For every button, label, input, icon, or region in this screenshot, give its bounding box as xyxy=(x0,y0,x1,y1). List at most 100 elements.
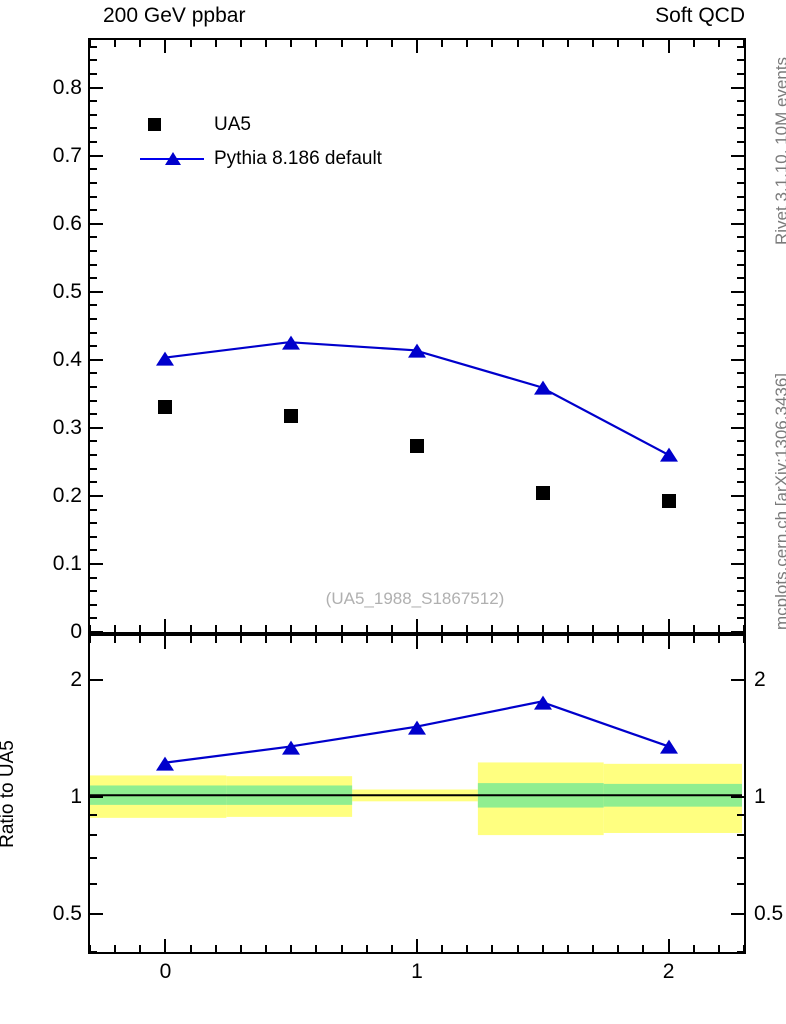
axis-tick xyxy=(265,625,268,632)
axis-tick xyxy=(90,426,103,429)
axis-tick xyxy=(737,331,744,334)
axis-tick xyxy=(737,181,744,184)
axis-tick xyxy=(214,945,217,952)
axis-tick xyxy=(90,913,103,916)
axis-tick xyxy=(731,358,744,361)
main-ytick-0: 0 xyxy=(70,620,82,643)
pythia-line xyxy=(163,341,668,455)
xtick-2: 2 xyxy=(662,960,675,983)
axis-tick xyxy=(737,508,744,511)
axis-tick xyxy=(743,40,745,47)
axis-tick xyxy=(737,951,744,953)
axis-tick xyxy=(717,636,720,643)
axis-tick xyxy=(239,625,242,632)
axis-tick xyxy=(90,154,103,157)
ua5-data-point xyxy=(410,438,424,453)
axis-tick xyxy=(189,40,192,47)
axis-tick xyxy=(737,440,744,443)
axis-tick xyxy=(731,494,744,497)
axis-tick xyxy=(214,40,217,47)
axis-tick xyxy=(737,168,744,171)
axis-tick xyxy=(90,45,97,48)
axis-tick xyxy=(466,625,469,632)
axis-tick xyxy=(90,358,103,361)
axis-tick xyxy=(717,40,720,47)
axis-tick xyxy=(189,636,192,643)
axis-tick xyxy=(90,535,97,538)
axis-tick xyxy=(592,40,595,47)
axis-tick xyxy=(592,636,595,643)
axis-tick xyxy=(617,636,620,643)
axis-tick xyxy=(416,636,418,649)
main-ytick-0.4: 0.4 xyxy=(52,347,82,371)
axis-tick xyxy=(441,945,444,952)
axis-tick xyxy=(139,625,142,632)
main-plot-area xyxy=(90,40,744,632)
axis-tick xyxy=(90,508,97,511)
axis-tick xyxy=(737,304,744,307)
ua5-data-point xyxy=(284,409,299,424)
axis-tick xyxy=(441,636,444,643)
axis-tick xyxy=(566,40,569,47)
axis-tick xyxy=(737,399,744,402)
axis-tick xyxy=(90,679,103,682)
axis-tick xyxy=(114,636,117,643)
axis-tick xyxy=(90,386,97,389)
axis-tick xyxy=(90,603,97,606)
axis-tick xyxy=(566,636,569,643)
axis-tick xyxy=(365,40,368,47)
axis-tick xyxy=(164,40,167,53)
axis-tick xyxy=(617,625,620,632)
ratio-data-point xyxy=(659,739,678,754)
axis-tick xyxy=(90,549,97,552)
axis-tick xyxy=(90,304,97,307)
axis-tick xyxy=(315,625,318,632)
axis-tick xyxy=(90,467,97,470)
axis-tick xyxy=(90,814,97,817)
axis-tick xyxy=(737,856,744,859)
axis-tick xyxy=(731,86,744,89)
axis-tick xyxy=(90,195,97,198)
axis-tick xyxy=(90,236,97,239)
axis-tick xyxy=(114,625,117,632)
axis-tick xyxy=(90,882,97,885)
axis-tick xyxy=(139,636,142,643)
axis-tick xyxy=(737,481,744,484)
ua5-data-point xyxy=(535,485,550,500)
axis-tick xyxy=(491,40,494,47)
axis-tick xyxy=(491,625,494,632)
axis-tick xyxy=(466,636,469,643)
axis-tick xyxy=(265,945,268,952)
axis-tick xyxy=(390,945,393,952)
axis-tick xyxy=(737,386,744,389)
axis-tick xyxy=(90,856,97,859)
axis-tick xyxy=(90,290,103,293)
axis-tick xyxy=(90,345,97,348)
axis-tick xyxy=(89,625,91,632)
axis-tick xyxy=(139,40,142,47)
xtick-1: 1 xyxy=(411,960,423,983)
axis-tick xyxy=(90,440,97,443)
axis-tick xyxy=(731,426,744,429)
ratio-plot-panel xyxy=(88,634,746,954)
axis-tick xyxy=(90,73,97,76)
axis-tick xyxy=(731,562,744,565)
header-right: Soft QCD xyxy=(655,4,745,27)
axis-tick xyxy=(737,249,744,252)
axis-tick xyxy=(390,636,393,643)
main-plot-panel xyxy=(88,38,746,634)
pythia-data-point xyxy=(156,351,175,366)
rivet-credit: Rivet 3.1.10, 10M events xyxy=(772,56,786,245)
ratio-plot-area xyxy=(90,636,744,952)
mcplots-credit: mcplots.cern.ch [arXiv:1306.3436] xyxy=(772,372,786,630)
ua5-data-point xyxy=(661,493,676,508)
axis-tick xyxy=(390,625,393,632)
axis-tick xyxy=(89,945,91,952)
axis-tick xyxy=(566,625,569,632)
axis-tick xyxy=(731,913,744,916)
axis-tick xyxy=(667,40,670,53)
axis-tick xyxy=(114,40,117,47)
axis-tick xyxy=(737,100,744,103)
axis-tick xyxy=(139,945,142,952)
axis-tick xyxy=(743,625,745,632)
